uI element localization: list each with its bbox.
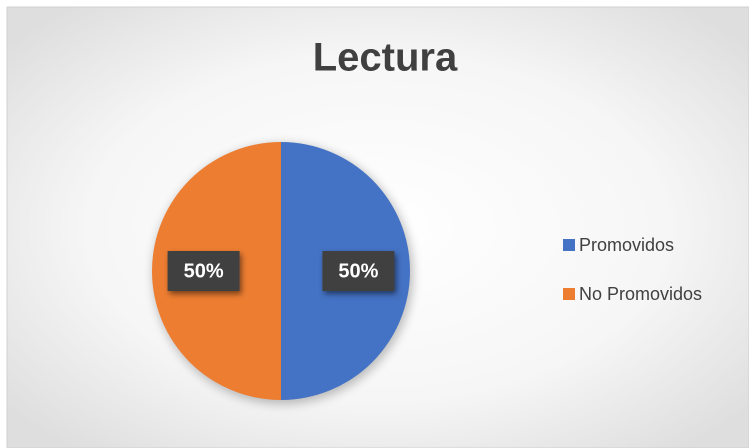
data-label-box bbox=[167, 251, 240, 291]
legend-swatch bbox=[563, 288, 575, 300]
data-label: 50% bbox=[184, 260, 224, 282]
legend-label: Promovidos bbox=[579, 235, 674, 255]
data-label: 50% bbox=[338, 260, 378, 282]
chart-title: Lectura bbox=[313, 36, 458, 80]
legend-swatch bbox=[563, 239, 575, 251]
legend-label: No Promovidos bbox=[579, 284, 702, 304]
data-label-box bbox=[322, 251, 395, 291]
